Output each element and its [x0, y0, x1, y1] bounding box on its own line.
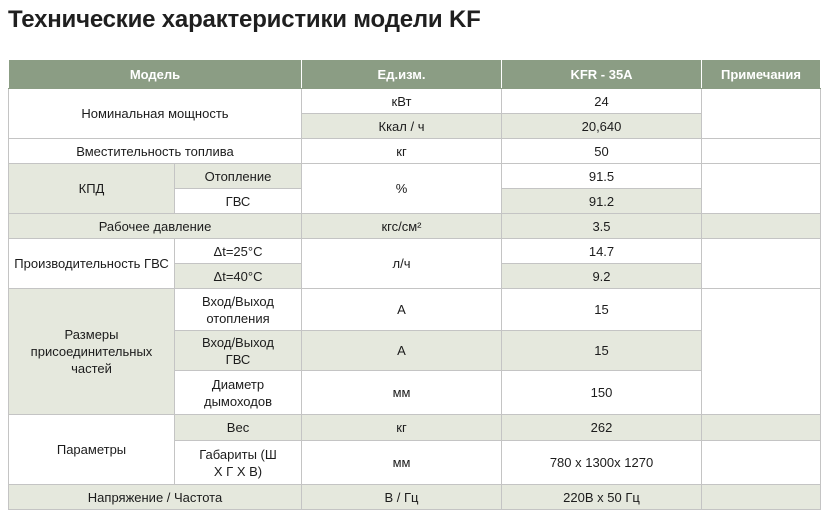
- fuel-notes: [701, 138, 821, 164]
- pressure-unit: кгс/см²: [301, 213, 502, 239]
- dhw-value-1: 14.7: [501, 238, 702, 264]
- dhw-notes: [701, 238, 821, 289]
- pressure-notes: [701, 213, 821, 239]
- pressure-label: Рабочее давление: [8, 213, 302, 239]
- power-notes: [701, 88, 821, 139]
- table-row: Ккал / ч 20,640: [9, 113, 821, 139]
- table-row: КПД Отопление % 91.5: [8, 163, 821, 214]
- table-row: Напряжение / Частота В / Гц 220В x 50 Гц: [8, 484, 821, 510]
- header-model: Модель: [8, 59, 302, 89]
- sizes-unit-3: мм: [301, 370, 502, 415]
- power-value-1: 24: [501, 88, 702, 114]
- kpd-label: КПД: [8, 163, 175, 214]
- kpd-sub-1: Отопление: [174, 163, 302, 189]
- fuel-label: Вместительность топлива: [8, 138, 302, 164]
- table-row: Δt=40°C 9.2: [9, 263, 821, 289]
- table-row: Производительность ГВС Δt=25°C л/ч 14.7: [8, 238, 821, 289]
- spec-table: Модель Ед.изм. KFR - 35A Примечания Номи…: [8, 59, 821, 510]
- params-sub-2: Габариты (Ш Х Г Х В): [174, 440, 302, 485]
- params-sub-1: Вес: [174, 414, 302, 441]
- sizes-sub-2: Вход/Выход ГВС: [174, 330, 302, 371]
- table-row: Рабочее давление кгс/см² 3.5: [8, 213, 821, 239]
- params-unit-2: мм: [301, 440, 502, 485]
- voltage-unit: В / Гц: [301, 484, 502, 510]
- kpd-notes: [701, 163, 821, 214]
- power-value-2: 20,640: [501, 113, 702, 139]
- table-row: Размеры присоединительных частей Вход/Вы…: [8, 288, 821, 415]
- table-row: Габариты (Ш Х Г Х В) мм 780 x 1300x 1270: [9, 440, 821, 485]
- table-row: Параметры Вес кг 262: [8, 414, 821, 485]
- page-title: Технические характеристики модели KF: [8, 6, 481, 33]
- voltage-notes: [701, 484, 821, 510]
- sizes-value-2: 15: [501, 330, 702, 371]
- fuel-value: 50: [501, 138, 702, 164]
- power-unit-2: Ккал / ч: [301, 113, 502, 139]
- kpd-value-2: 91.2: [501, 188, 702, 214]
- params-value-1: 262: [501, 414, 702, 441]
- kpd-sub-2: ГВС: [174, 188, 302, 214]
- power-label: Номинальная мощность: [8, 88, 302, 139]
- sizes-value-1: 15: [501, 288, 702, 331]
- voltage-value: 220В x 50 Гц: [501, 484, 702, 510]
- kpd-value-1: 91.5: [501, 163, 702, 189]
- sizes-unit-2: А: [301, 330, 502, 371]
- sizes-label: Размеры присоединительных частей: [8, 288, 175, 415]
- sizes-sub-1: Вход/Выход отопления: [174, 288, 302, 331]
- sizes-value-3: 150: [501, 370, 702, 415]
- power-unit-1: кВт: [301, 88, 502, 114]
- dhw-value-2: 9.2: [501, 263, 702, 289]
- header-unit: Ед.изм.: [301, 59, 502, 89]
- params-label: Параметры: [8, 414, 175, 485]
- params-unit-1: кг: [301, 414, 502, 441]
- dhw-label: Производительность ГВС: [8, 238, 175, 289]
- voltage-label: Напряжение / Частота: [8, 484, 302, 510]
- params-notes-2: [701, 440, 821, 485]
- dhw-sub-2: Δt=40°C: [174, 263, 302, 289]
- sizes-notes: [701, 288, 821, 415]
- header-notes: Примечания: [701, 59, 821, 89]
- table-row: Диаметр дымоходов мм 150: [9, 370, 821, 415]
- sizes-unit-1: А: [301, 288, 502, 331]
- pressure-value: 3.5: [501, 213, 702, 239]
- header-row: Модель Ед.изм. KFR - 35A Примечания: [8, 59, 821, 89]
- sizes-sub-3: Диаметр дымоходов: [174, 370, 302, 415]
- table-row: Вход/Выход ГВС А 15: [9, 330, 821, 371]
- dhw-unit: л/ч: [301, 238, 502, 289]
- table-row: Вместительность топлива кг 50: [8, 138, 821, 164]
- table-row: Номинальная мощность кВт 24: [8, 88, 821, 139]
- header-value: KFR - 35A: [501, 59, 702, 89]
- dhw-sub-1: Δt=25°C: [174, 238, 302, 264]
- params-notes-1: [701, 414, 821, 441]
- fuel-unit: кг: [301, 138, 502, 164]
- params-value-2: 780 x 1300x 1270: [501, 440, 702, 485]
- kpd-unit: %: [301, 163, 502, 214]
